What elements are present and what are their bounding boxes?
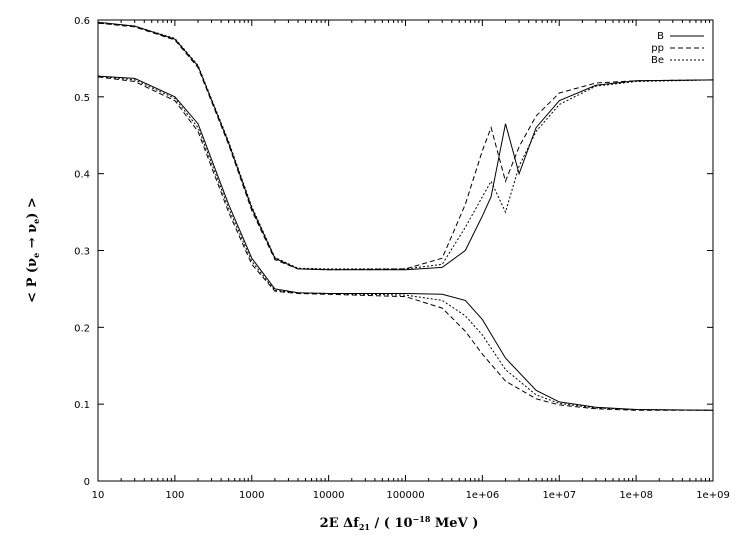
x-tick-label: 10 — [92, 490, 105, 501]
y-tick-label: 0.5 — [74, 93, 90, 104]
x-tick-label: 100000 — [386, 490, 424, 501]
y-tick-label: 0.4 — [74, 170, 90, 181]
series-be-curve-2 — [97, 75, 714, 411]
x-tick-label: 1e+07 — [542, 490, 576, 501]
x-tick-label: 1e+08 — [619, 490, 653, 501]
series-pp-curve-2 — [97, 76, 713, 411]
series-b-curve-2 — [97, 75, 714, 411]
x-tick-label: 100 — [165, 490, 184, 501]
y-axis: 0 0.1 0.2 0.3 0.4 0.5 0.6 — [74, 16, 713, 488]
plot-frame — [97, 19, 714, 482]
x-axis-title: 2E Δf21 / ( 10−18 MeV ) — [320, 514, 479, 532]
y-tick-label: 0 — [84, 477, 90, 488]
series-be-curve-1 — [97, 22, 714, 270]
x-tick-label: 1e+09 — [696, 490, 730, 501]
y-tick-label: 0.2 — [74, 323, 90, 334]
legend-label-be: Be — [651, 55, 664, 66]
y-tick-label: 0.1 — [74, 400, 90, 411]
x-axis: 10 100 1000 10000 100000 1e+06 1e+07 1e+08 1e+09 — [92, 20, 730, 501]
legend-label-b: B — [657, 31, 664, 42]
y-tick-label: 0.3 — [74, 247, 90, 258]
x-tick-label: 10000 — [313, 490, 345, 501]
y-tick-label: 0.6 — [74, 16, 90, 27]
y-axis-title: < P (νe → νe) > — [25, 197, 41, 303]
x-tick-label: 1000 — [239, 490, 264, 501]
series-layer — [97, 21, 714, 411]
series-b-curve-1 — [97, 21, 714, 271]
legend-label-pp: pp — [651, 43, 664, 54]
x-tick-label: 1e+06 — [466, 490, 500, 501]
series-pp-curve-1 — [97, 22, 714, 271]
